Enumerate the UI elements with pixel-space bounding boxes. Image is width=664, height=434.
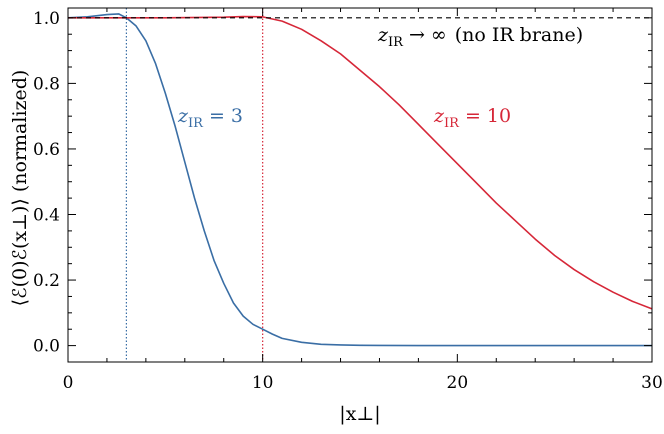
y-tick-label: 0.0 — [33, 337, 60, 357]
plot-frame — [67, 7, 653, 363]
y-axis-title: ⟨ℰ(0)ℰ(x⊥)⟩ (normalized) — [9, 70, 31, 307]
series-line-0 — [67, 13, 652, 347]
y-tick-label: 0.6 — [33, 140, 60, 160]
x-tick-label: 20 — [447, 373, 469, 393]
series-label-zir-3: zIR = 3 — [177, 105, 243, 131]
x-tick-labels: 0 10 20 30 — [63, 373, 663, 393]
series-group — [67, 13, 653, 347]
x-tick-label: 30 — [641, 373, 663, 393]
reference-lines — [125, 8, 264, 362]
y-tick-label: 0.4 — [33, 206, 60, 226]
y-tick-label: 0.2 — [33, 271, 60, 291]
y-tick-label: 1.0 — [33, 9, 60, 29]
series-label-zir-infinity: zIR → ∞ (no IR brane) — [377, 24, 583, 50]
y-tick-label: 0.8 — [33, 74, 60, 94]
x-tick-label: 10 — [252, 373, 274, 393]
tick-marks — [67, 8, 653, 362]
x-axis-title: |x⊥| — [339, 403, 380, 425]
series-label-zir-10: zIR = 10 — [433, 105, 511, 131]
series-line-1 — [68, 15, 653, 310]
y-tick-labels: 0.0 0.2 0.4 0.6 0.8 1.0 — [33, 9, 60, 357]
x-tick-label: 0 — [63, 373, 74, 393]
